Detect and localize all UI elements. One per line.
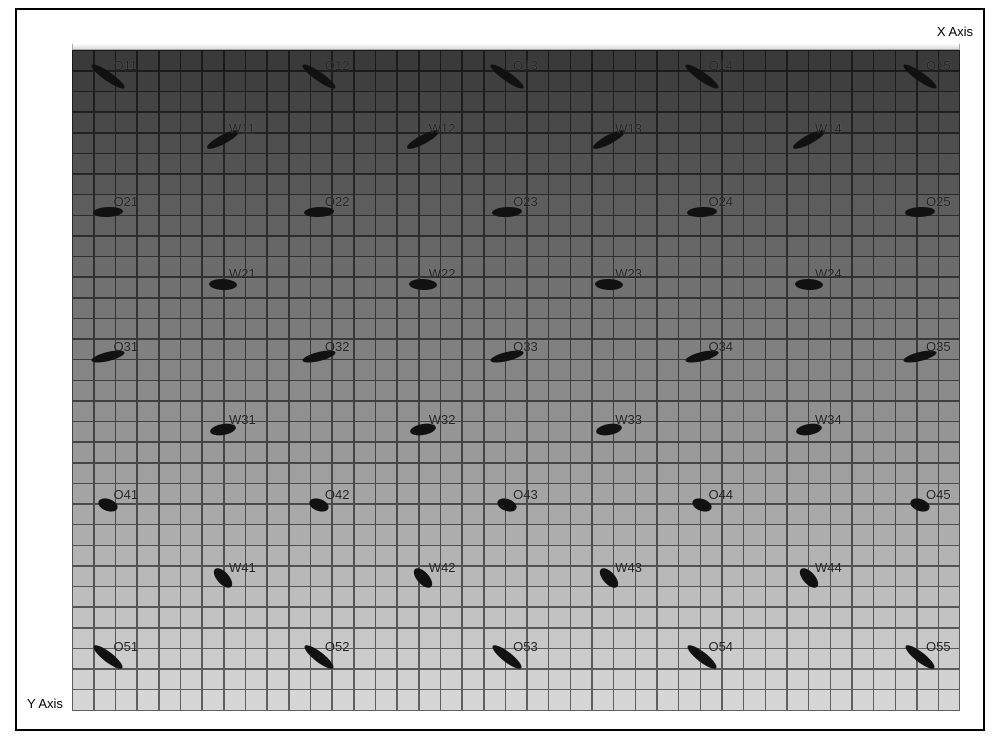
well-marker-icon bbox=[496, 496, 519, 514]
well-marker-icon bbox=[92, 206, 122, 218]
well-label: W41 bbox=[229, 560, 256, 575]
well-marker-icon bbox=[685, 348, 720, 365]
well-marker-icon bbox=[409, 278, 437, 290]
y-axis-label: Y Axis bbox=[27, 696, 63, 711]
well-label: O15 bbox=[926, 58, 951, 73]
well-label: O11 bbox=[114, 58, 138, 73]
well-marker-icon bbox=[409, 422, 437, 437]
well-marker-icon bbox=[301, 348, 336, 365]
well-marker-icon bbox=[488, 61, 526, 91]
well-marker-icon bbox=[210, 565, 235, 591]
well-marker-icon bbox=[307, 496, 330, 514]
wireframe-top-face bbox=[72, 44, 960, 50]
well-marker-icon bbox=[595, 422, 623, 437]
well-marker-icon bbox=[691, 496, 714, 514]
well-label: W22 bbox=[429, 266, 456, 281]
well-marker-icon bbox=[300, 61, 338, 91]
well-marker-icon bbox=[687, 206, 717, 218]
well-marker-icon bbox=[89, 61, 127, 91]
well-marker-icon bbox=[909, 496, 932, 514]
well-label: O52 bbox=[325, 639, 350, 654]
well-marker-icon bbox=[90, 348, 125, 365]
well-marker-icon bbox=[791, 127, 827, 152]
well-marker-icon bbox=[304, 206, 334, 218]
well-marker-icon bbox=[903, 642, 938, 672]
well-label: O25 bbox=[926, 194, 951, 209]
well-label: O42 bbox=[325, 487, 350, 502]
well-label: O23 bbox=[513, 194, 538, 209]
reservoir-grid[interactable]: O11O12O13O14O15W11W12W13W14O21O22O23O24O… bbox=[72, 50, 960, 710]
well-marker-icon bbox=[90, 642, 125, 672]
well-marker-icon bbox=[405, 127, 441, 152]
well-label: O53 bbox=[513, 639, 538, 654]
x-axis-label: X Axis bbox=[937, 24, 973, 39]
well-label: O55 bbox=[926, 639, 951, 654]
well-label: W42 bbox=[429, 560, 456, 575]
well-label: O13 bbox=[513, 58, 538, 73]
well-label: O14 bbox=[708, 58, 733, 73]
well-marker-icon bbox=[905, 206, 935, 218]
well-label: W43 bbox=[615, 560, 642, 575]
well-marker-icon bbox=[490, 348, 525, 365]
well-label: O41 bbox=[114, 487, 139, 502]
well-marker-icon bbox=[795, 422, 823, 437]
well-marker-icon bbox=[490, 642, 525, 672]
well-marker-icon bbox=[595, 278, 623, 290]
well-marker-icon bbox=[302, 642, 337, 672]
well-marker-icon bbox=[492, 206, 522, 218]
well-label: O54 bbox=[708, 639, 733, 654]
well-marker-icon bbox=[797, 565, 822, 591]
well-label: O12 bbox=[325, 58, 350, 73]
well-label: W24 bbox=[815, 266, 842, 281]
well-label: O24 bbox=[708, 194, 733, 209]
well-label: O43 bbox=[513, 487, 538, 502]
well-marker-icon bbox=[209, 422, 237, 437]
well-label: O51 bbox=[114, 639, 139, 654]
well-marker-icon bbox=[410, 565, 435, 591]
well-marker-icon bbox=[685, 642, 720, 672]
well-marker-icon bbox=[684, 61, 722, 91]
well-marker-icon bbox=[209, 278, 237, 290]
wells-layer: O11O12O13O14O15W11W12W13W14O21O22O23O24O… bbox=[72, 50, 960, 710]
well-label: W21 bbox=[229, 266, 256, 281]
well-label: W44 bbox=[815, 560, 842, 575]
well-marker-icon bbox=[597, 565, 622, 591]
well-label: O44 bbox=[708, 487, 733, 502]
well-label: O21 bbox=[114, 194, 139, 209]
well-label: O22 bbox=[325, 194, 350, 209]
well-marker-icon bbox=[795, 278, 823, 290]
well-marker-icon bbox=[591, 127, 627, 152]
well-label: O45 bbox=[926, 487, 951, 502]
well-marker-icon bbox=[901, 61, 939, 91]
well-label: W23 bbox=[615, 266, 642, 281]
well-marker-icon bbox=[205, 127, 241, 152]
well-marker-icon bbox=[902, 348, 937, 365]
viewport-frame: X Axis Y Axis O11O12O13O14O15W11W12W13W1… bbox=[15, 8, 985, 731]
well-marker-icon bbox=[96, 496, 119, 514]
